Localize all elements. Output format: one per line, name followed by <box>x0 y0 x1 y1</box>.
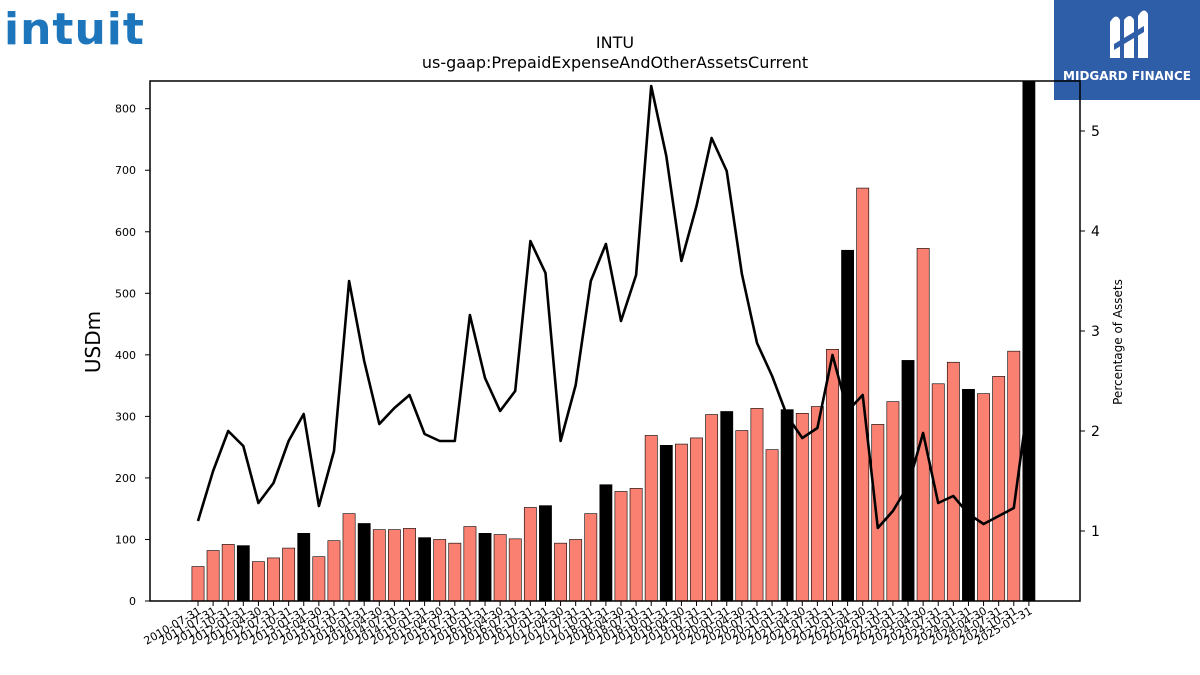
bar <box>675 443 688 602</box>
midgard-emblem-icon <box>1110 10 1148 59</box>
bar <box>584 513 598 602</box>
y-axis-label: USDm <box>81 311 105 373</box>
bar <box>433 539 447 602</box>
y2-tick-label: 1 <box>1091 524 1100 540</box>
bar <box>931 383 945 602</box>
bar <box>810 406 824 602</box>
y-tick-label: 200 <box>115 472 136 485</box>
y2-tick-label: 4 <box>1091 224 1100 240</box>
bar <box>992 376 1006 602</box>
bar <box>403 528 416 602</box>
bar <box>463 526 477 602</box>
bar <box>493 534 507 602</box>
chart-subtitle: us-gaap:PrepaidExpenseAndOtherAssetsCurr… <box>422 53 808 72</box>
bar <box>599 484 613 602</box>
y-tick-label: 500 <box>115 287 136 300</box>
bar <box>539 505 552 602</box>
bar <box>478 533 492 602</box>
y2-tick-label: 5 <box>1091 124 1100 140</box>
percentage-line <box>196 84 1031 530</box>
bar <box>644 435 658 602</box>
y-tick-label: 0 <box>129 595 136 608</box>
y-tick-label: 100 <box>115 533 136 546</box>
bar <box>720 411 734 602</box>
bar <box>297 533 311 602</box>
midgard-finance-label: MIDGARD FINANCE <box>1063 69 1191 83</box>
y-tick-label: 800 <box>115 103 136 116</box>
bar <box>750 408 764 602</box>
bar <box>871 424 885 602</box>
bar <box>206 550 220 602</box>
y-tick-label: 600 <box>115 226 136 239</box>
bar <box>554 542 567 602</box>
y-tick-label: 400 <box>115 349 136 362</box>
bar <box>357 523 371 602</box>
bar <box>795 413 809 602</box>
bar <box>735 430 749 602</box>
y-axis-right: 1 2 3 4 5 <box>1080 124 1100 540</box>
bar <box>826 349 839 602</box>
plot-frame <box>149 80 1081 602</box>
bar <box>765 449 779 602</box>
bar <box>705 414 719 602</box>
bar <box>191 566 205 602</box>
bar <box>387 529 401 602</box>
bar <box>659 445 673 602</box>
bar <box>236 545 250 602</box>
bar <box>690 437 703 602</box>
y-tick-label: 700 <box>115 164 136 177</box>
bar <box>629 488 643 602</box>
bar <box>267 557 280 602</box>
line-series <box>196 84 1031 530</box>
bar <box>977 393 990 602</box>
y2-tick-label: 3 <box>1091 324 1100 340</box>
bar-series <box>191 80 1036 602</box>
bar <box>901 360 915 602</box>
bar <box>569 539 583 602</box>
bar <box>886 401 900 602</box>
bar <box>418 537 432 602</box>
bar <box>252 561 265 602</box>
bar <box>342 513 356 602</box>
y-axis-left: 0 100 200 300 400 500 600 700 800 <box>115 103 150 608</box>
bar <box>780 409 794 602</box>
bar <box>282 547 296 602</box>
bar <box>221 544 235 602</box>
y2-tick-label: 2 <box>1091 424 1100 440</box>
y2-axis-label: Percentage of Assets <box>1111 279 1125 405</box>
bar <box>946 361 960 602</box>
bar <box>1022 80 1036 602</box>
chart-title: INTU <box>596 33 634 52</box>
bar <box>372 529 386 602</box>
bar <box>916 248 930 602</box>
intuit-logo: intuit <box>4 4 145 55</box>
y-tick-label: 300 <box>115 410 136 423</box>
bar <box>327 540 341 602</box>
bar <box>841 249 855 602</box>
bar <box>962 389 975 602</box>
x-axis: 2010-07-312011-07-312011-10-312012-01-31… <box>142 601 1034 648</box>
midgard-finance-logo: MIDGARD FINANCE <box>1054 0 1200 100</box>
bar <box>614 491 628 602</box>
bar <box>448 542 462 602</box>
bar <box>523 507 537 602</box>
bar <box>508 538 522 602</box>
bar <box>312 556 326 602</box>
